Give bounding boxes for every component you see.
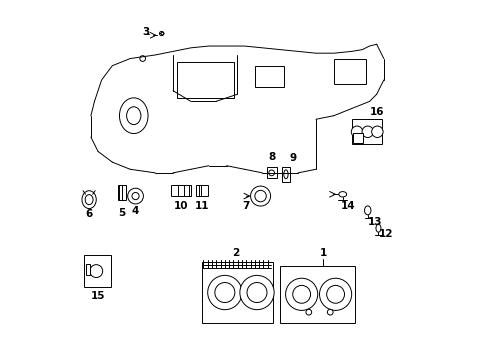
Bar <box>176 62 233 98</box>
Ellipse shape <box>283 170 287 179</box>
Text: 1: 1 <box>319 248 326 258</box>
Text: 9: 9 <box>288 153 296 163</box>
Bar <box>351 119 381 144</box>
Circle shape <box>240 275 274 310</box>
Circle shape <box>254 190 266 202</box>
Text: 5: 5 <box>118 208 125 218</box>
Bar <box>255 66 283 87</box>
Circle shape <box>246 283 266 302</box>
Circle shape <box>292 285 310 303</box>
Text: 4: 4 <box>132 206 139 216</box>
Circle shape <box>140 56 145 62</box>
Text: 10: 10 <box>174 201 188 211</box>
Circle shape <box>268 170 274 176</box>
Circle shape <box>127 188 143 204</box>
Bar <box>85 264 90 275</box>
Bar <box>118 185 125 200</box>
Text: 6: 6 <box>85 209 93 219</box>
Circle shape <box>159 31 163 36</box>
Text: 15: 15 <box>91 291 105 301</box>
Circle shape <box>350 126 362 138</box>
Ellipse shape <box>82 191 96 208</box>
Text: 2: 2 <box>231 248 239 258</box>
Circle shape <box>214 283 234 302</box>
Bar <box>266 167 276 178</box>
Bar <box>333 59 365 84</box>
Text: 11: 11 <box>194 201 209 211</box>
Text: 12: 12 <box>378 229 392 239</box>
Circle shape <box>371 126 382 138</box>
Circle shape <box>250 186 270 206</box>
Text: 8: 8 <box>267 152 275 162</box>
Text: 3: 3 <box>142 27 150 37</box>
Bar <box>352 133 362 143</box>
Circle shape <box>305 309 311 315</box>
Text: 14: 14 <box>340 201 355 211</box>
Ellipse shape <box>126 107 141 125</box>
Bar <box>83 255 110 287</box>
Text: 7: 7 <box>242 201 249 211</box>
Bar <box>171 185 190 196</box>
Ellipse shape <box>85 195 93 204</box>
Bar <box>196 185 207 196</box>
Text: 13: 13 <box>367 217 381 227</box>
Circle shape <box>90 265 102 278</box>
Circle shape <box>326 309 332 315</box>
Text: 16: 16 <box>368 107 383 117</box>
Circle shape <box>132 193 139 200</box>
Circle shape <box>319 278 351 310</box>
Bar <box>201 262 272 323</box>
Circle shape <box>361 126 373 138</box>
Bar <box>280 266 354 323</box>
Ellipse shape <box>375 224 380 232</box>
Ellipse shape <box>338 192 346 197</box>
Ellipse shape <box>119 98 148 134</box>
Circle shape <box>326 285 344 303</box>
Circle shape <box>285 278 317 310</box>
Bar <box>282 167 289 182</box>
Ellipse shape <box>364 206 370 215</box>
Circle shape <box>207 275 242 310</box>
